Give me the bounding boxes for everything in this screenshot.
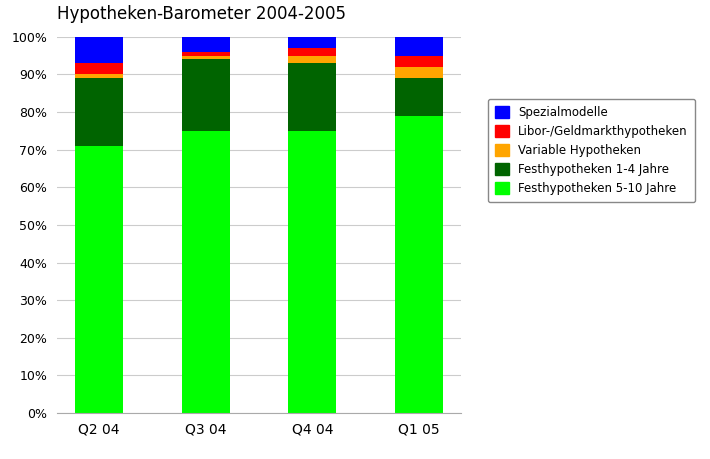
Bar xyxy=(75,78,123,146)
Bar xyxy=(288,131,337,413)
Legend: Spezialmodelle, Libor-/Geldmarkthypotheken, Variable Hypotheken, Festhypotheken : Spezialmodelle, Libor-/Geldmarkthypothek… xyxy=(488,99,695,202)
Bar xyxy=(395,56,443,67)
Bar xyxy=(75,37,123,63)
Bar xyxy=(182,52,230,56)
Bar xyxy=(75,63,123,74)
Bar xyxy=(395,116,443,413)
Bar xyxy=(395,67,443,78)
Bar xyxy=(75,74,123,78)
Bar xyxy=(182,37,230,52)
Bar xyxy=(395,78,443,116)
Bar xyxy=(288,56,337,63)
Bar xyxy=(288,63,337,131)
Bar xyxy=(182,56,230,59)
Text: Hypotheken-Barometer 2004-2005: Hypotheken-Barometer 2004-2005 xyxy=(57,5,346,23)
Bar xyxy=(75,146,123,413)
Bar xyxy=(395,37,443,56)
Bar xyxy=(182,59,230,131)
Bar xyxy=(182,131,230,413)
Bar xyxy=(288,48,337,56)
Bar xyxy=(288,37,337,48)
